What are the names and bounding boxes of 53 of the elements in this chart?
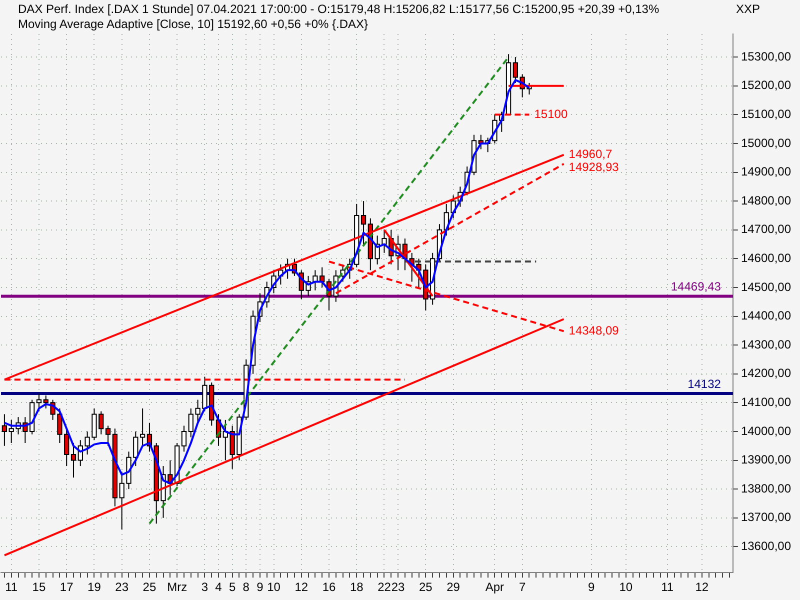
ref-line-label: 14132	[688, 376, 722, 391]
x-tick-label: 11	[661, 580, 674, 594]
y-tick-label: 14000,00	[740, 424, 792, 438]
x-tick-label: 19	[88, 580, 102, 594]
x-tick-label: 11	[5, 580, 18, 594]
x-tick-label: 22	[378, 580, 392, 594]
x-tick-label: 25	[418, 580, 433, 594]
y-tick-label: 13700,00	[740, 510, 792, 524]
ref-line-label: 14469,43	[670, 280, 722, 294]
x-tick-label: 10	[267, 580, 281, 594]
y-tick-label: 13800,00	[740, 481, 792, 496]
x-tick-label: 12	[294, 580, 308, 594]
y-tick-label: 14900,00	[740, 164, 792, 179]
x-tick-label: 7	[518, 580, 526, 594]
x-tick-label: 4	[215, 580, 222, 594]
x-tick-label: 16	[322, 580, 336, 594]
x-tick-label: 10	[619, 580, 633, 594]
x-tick-label: Apr	[485, 580, 504, 594]
text: XXP	[736, 2, 760, 16]
y-tick-label: 13900,00	[740, 452, 792, 467]
x-tick-label: 29	[446, 580, 460, 594]
x-tick-label: 9	[588, 580, 596, 594]
y-tick-label: 14800,00	[740, 193, 792, 208]
data-label: 15100	[534, 106, 568, 121]
data-label: 14928,93	[568, 160, 620, 174]
x-tick-label: 23	[115, 580, 129, 594]
y-tick-label: 14500,00	[740, 280, 792, 294]
x-tick-label: 18	[350, 580, 364, 594]
x-tick-label: 8	[242, 580, 250, 594]
x-tick-label: 17	[60, 580, 74, 594]
y-tick-label: 14200,00	[740, 366, 792, 380]
chart-title: DAX Perf. Index [.DAX 1 Stunde] 07.04.2021 17:00:00 - O:15179,48 H:15206,82 L:15177,56 C:15200,95 +20,39 +0,13%	[18, 2, 660, 16]
y-tick-label: 14300,00	[740, 337, 792, 352]
y-tick-label: 14600,00	[740, 250, 792, 265]
y-tick-label: 14700,00	[740, 222, 792, 236]
x-tick-label: 5	[228, 580, 236, 594]
x-tick-label: 25	[142, 580, 156, 594]
y-tick-label: 13600,00	[740, 538, 792, 553]
x-tick-label: 15	[32, 580, 46, 594]
y-tick-label: 14100,00	[740, 394, 792, 409]
x-tick-label: 23	[391, 580, 406, 594]
x-tick-label: 9	[256, 580, 264, 594]
x-tick-label: Mrz	[167, 580, 188, 594]
y-tick-label: 15000,00	[740, 136, 792, 150]
chart-subtitle: Moving Average Adaptive [Close, 10] 15192,60 +0,56 +0% {.DAX}	[18, 17, 368, 31]
y-tick-label: 15200,00	[740, 78, 792, 92]
data-label: 14348,09	[568, 324, 620, 338]
x-tick-label: 12	[695, 580, 709, 594]
data-label: 14960,7	[568, 147, 612, 162]
y-tick-label: 15100,00	[740, 106, 792, 121]
y-tick-label: 14400,00	[740, 308, 792, 323]
y-tick-label: 15300,00	[740, 49, 792, 64]
x-tick-label: 3	[201, 580, 208, 594]
